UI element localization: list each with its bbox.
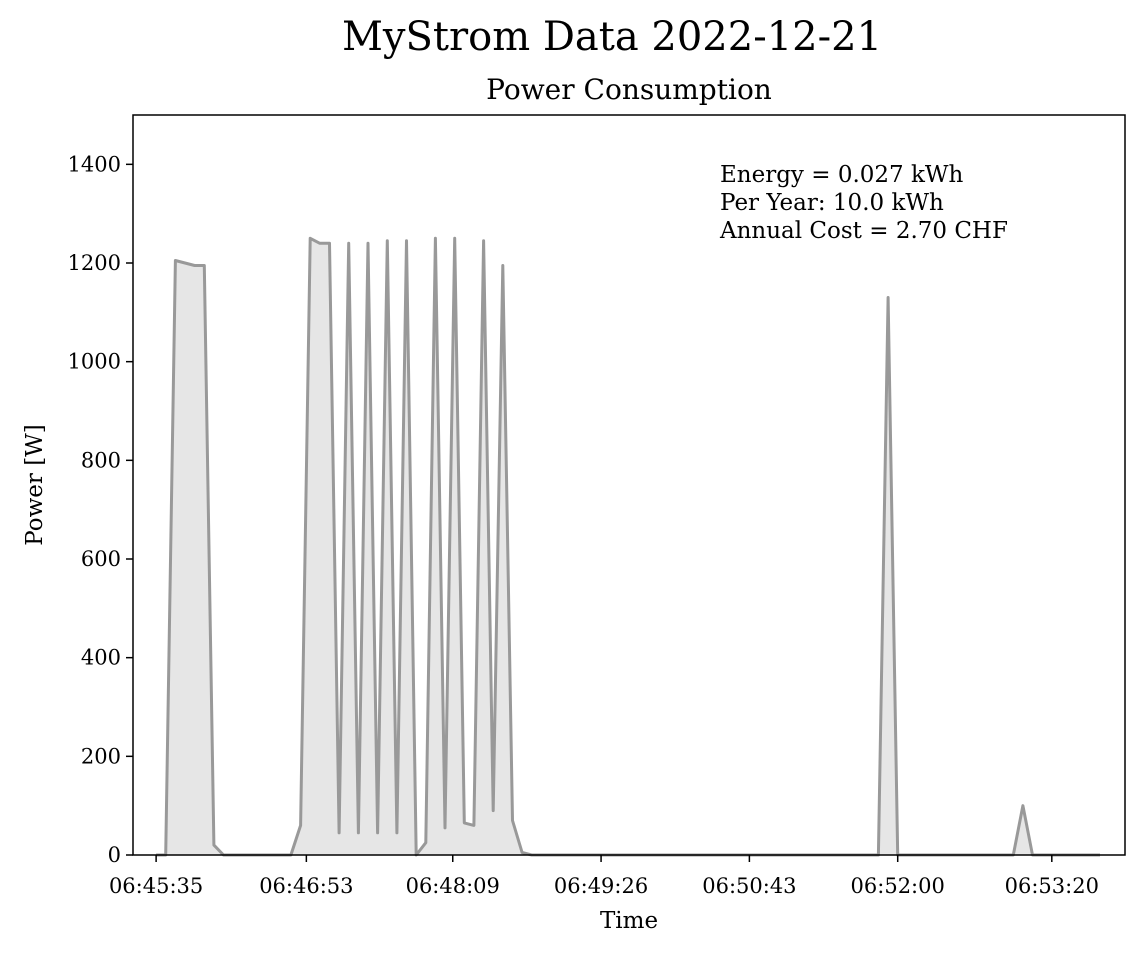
x-tick-label: 06:50:43	[702, 874, 796, 898]
y-tick-label: 1000	[68, 350, 121, 374]
axes-frame	[132, 114, 1126, 856]
x-tick-label: 06:49:26	[554, 874, 648, 898]
page-title: MyStrom Data 2022-12-21	[342, 14, 882, 60]
x-tick-label: 06:46:53	[259, 874, 353, 898]
x-tick-label: 06:52:00	[851, 874, 945, 898]
x-axis: 06:45:35 06:46:53 06:48:09 06:49:26 06:50:43…	[109, 855, 1099, 898]
y-tick-label: 800	[81, 448, 121, 472]
x-tick-label: 06:48:09	[406, 874, 500, 898]
y-tick-label: 400	[81, 646, 121, 670]
y-tick-label: 1400	[68, 152, 121, 176]
annotation-annual-cost: Annual Cost = 2.70 CHF	[719, 218, 1008, 244]
power-area-fill	[156, 238, 1101, 856]
x-axis-label: Time	[600, 908, 658, 934]
power-series-line	[156, 236, 1100, 857]
y-axis: 0 200 400 600 800 1000 1200 1400	[68, 152, 133, 867]
y-tick-label: 600	[81, 547, 121, 571]
y-tick-label: 1200	[68, 251, 121, 275]
y-tick-label: 0	[108, 843, 121, 867]
chart-title: Power Consumption	[486, 73, 772, 106]
plot-area	[132, 114, 1126, 857]
annotation-energy: Energy = 0.027 kWh	[720, 162, 964, 188]
annotation-per-year: Per Year: 10.0 kWh	[720, 190, 944, 216]
x-tick-label: 06:45:35	[109, 874, 203, 898]
x-tick-label: 06:53:20	[1005, 874, 1099, 898]
y-axis-label: Power [W]	[22, 424, 48, 546]
y-tick-label: 200	[81, 744, 121, 768]
energy-annotation: Energy = 0.027 kWh Per Year: 10.0 kWh An…	[719, 162, 1008, 244]
